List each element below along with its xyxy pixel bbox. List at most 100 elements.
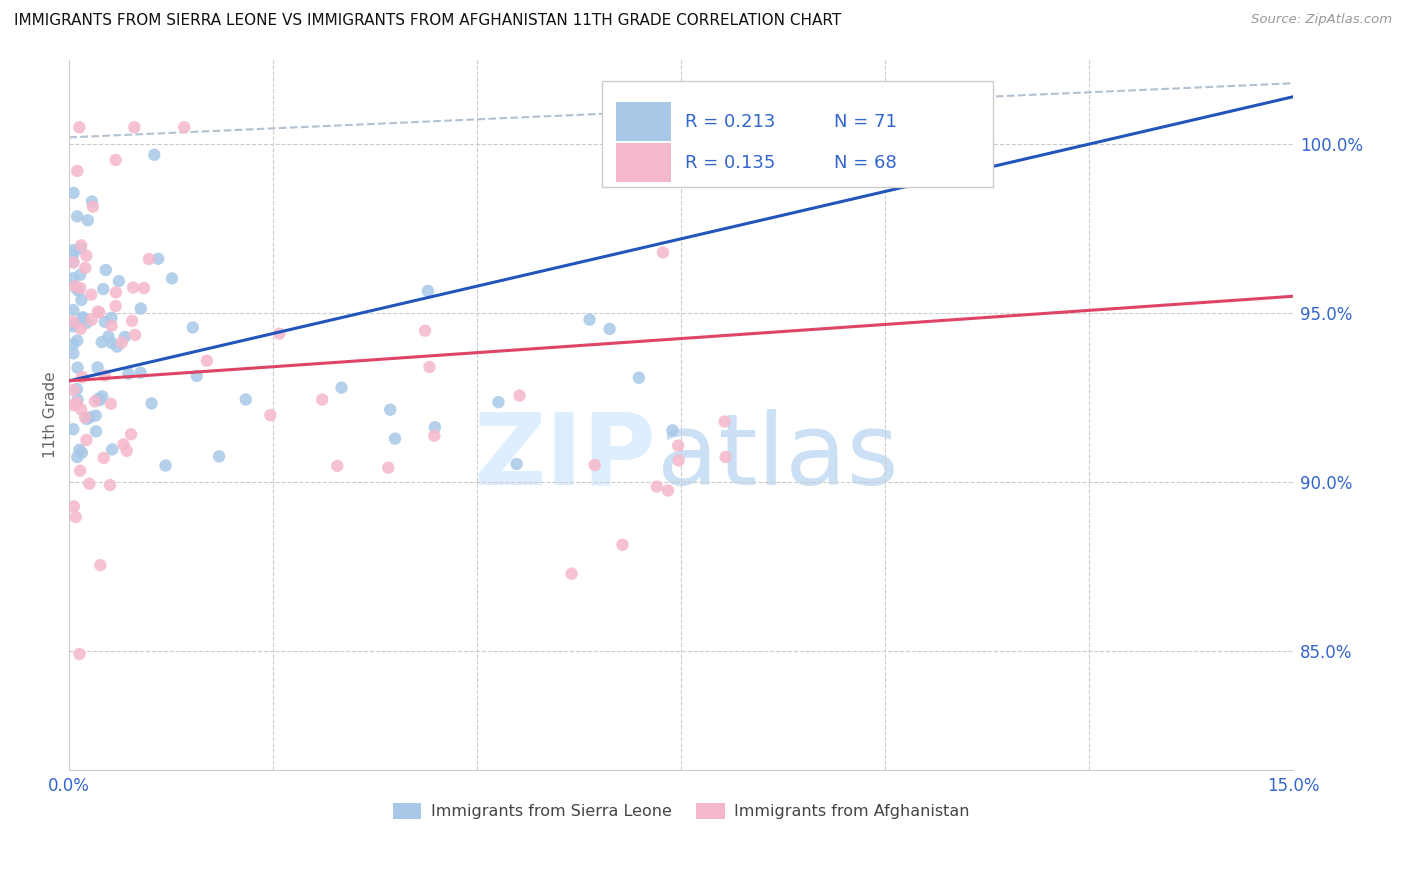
Point: [90, 335, 112, 350]
Point: [330, 381, 353, 395]
Text: N = 71: N = 71: [834, 113, 897, 131]
Point: [62, 271, 84, 285]
Point: [561, 566, 583, 581]
Point: [66, 392, 89, 407]
Point: [82, 200, 104, 214]
Point: [65, 279, 87, 293]
Point: [69, 281, 91, 295]
Point: [89, 305, 111, 319]
Point: [80, 287, 103, 301]
Point: [114, 330, 136, 344]
Point: [714, 450, 737, 464]
Point: [66, 164, 89, 178]
Point: [100, 310, 122, 325]
Point: [66, 360, 89, 375]
Bar: [616, 103, 671, 141]
Point: [66, 396, 89, 410]
Point: [160, 271, 183, 285]
Point: [181, 320, 204, 334]
Point: [83, 394, 105, 409]
Point: [380, 402, 402, 417]
Text: atlas: atlas: [657, 409, 898, 506]
Point: [65, 510, 87, 524]
Point: [76, 316, 98, 330]
Point: [72, 311, 94, 326]
Point: [138, 252, 160, 266]
Bar: [616, 143, 671, 182]
Point: [62, 244, 84, 258]
Point: [627, 370, 650, 384]
Point: [62, 255, 84, 269]
Point: [70, 402, 93, 417]
Point: [115, 443, 138, 458]
Point: [94, 263, 117, 277]
Point: [69, 268, 91, 282]
Point: [645, 480, 668, 494]
Point: [235, 392, 257, 407]
Point: [413, 324, 436, 338]
Point: [122, 120, 145, 135]
Text: IMMIGRANTS FROM SIERRA LEONE VS IMMIGRANTS FROM AFGHANISTAN 11TH GRADE CORRELATI: IMMIGRANTS FROM SIERRA LEONE VS IMMIGRAN…: [14, 13, 841, 29]
Point: [186, 369, 208, 384]
Point: [79, 476, 101, 491]
Point: [70, 446, 93, 460]
Point: [132, 281, 155, 295]
Point: [73, 410, 96, 425]
Point: [62, 318, 84, 332]
Point: [418, 359, 440, 374]
Point: [105, 340, 128, 354]
Point: [93, 450, 115, 465]
Point: [69, 242, 91, 256]
Point: [72, 310, 94, 325]
Point: [259, 408, 281, 422]
Point: [66, 382, 89, 396]
Point: [173, 120, 195, 135]
Point: [146, 252, 169, 266]
Point: [70, 238, 93, 252]
Text: Source: ZipAtlas.com: Source: ZipAtlas.com: [1251, 13, 1392, 27]
Point: [416, 284, 439, 298]
Point: [62, 422, 84, 436]
Point: [94, 315, 117, 329]
Point: [79, 410, 101, 425]
Point: [75, 433, 97, 447]
Point: [104, 285, 127, 300]
Point: [578, 312, 600, 326]
Point: [599, 322, 621, 336]
Point: [70, 370, 93, 384]
Point: [505, 457, 527, 471]
Point: [195, 353, 218, 368]
Point: [63, 500, 86, 514]
Point: [100, 318, 122, 333]
Point: [91, 389, 114, 403]
Point: [66, 334, 89, 348]
Text: R = 0.135: R = 0.135: [685, 153, 775, 171]
Point: [423, 428, 446, 442]
Point: [62, 319, 84, 334]
Y-axis label: 11th Grade: 11th Grade: [44, 371, 58, 458]
Point: [384, 432, 406, 446]
Point: [101, 335, 124, 350]
Point: [69, 322, 91, 336]
Point: [77, 213, 100, 227]
Point: [62, 383, 84, 397]
Point: [657, 483, 679, 498]
Point: [98, 478, 121, 492]
Point: [208, 450, 231, 464]
Point: [713, 415, 735, 429]
Point: [108, 274, 131, 288]
Point: [67, 284, 90, 298]
FancyBboxPatch shape: [602, 81, 993, 187]
Point: [62, 346, 84, 360]
Point: [84, 425, 107, 439]
Point: [97, 329, 120, 343]
Point: [62, 255, 84, 269]
Point: [377, 460, 399, 475]
Legend: Immigrants from Sierra Leone, Immigrants from Afghanistan: Immigrants from Sierra Leone, Immigrants…: [387, 797, 976, 826]
Point: [661, 423, 683, 437]
Point: [423, 420, 446, 434]
Point: [104, 299, 127, 313]
Point: [486, 395, 509, 409]
Point: [508, 388, 530, 402]
Point: [652, 245, 675, 260]
